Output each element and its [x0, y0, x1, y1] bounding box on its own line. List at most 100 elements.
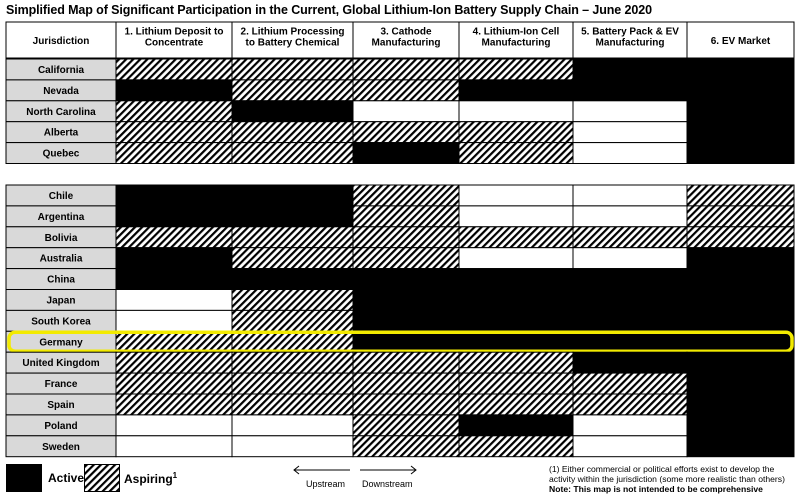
- cell-sweden-stage-5: [572, 435, 688, 458]
- aspiring-swatch: [84, 464, 120, 492]
- cell-united-kingdom-stage-4: [458, 351, 574, 374]
- cell-united-kingdom-stage-3: [352, 351, 460, 374]
- cell-quebec-stage-1: [115, 142, 233, 165]
- row-label-bolivia: Bolivia: [45, 233, 78, 244]
- cell-bolivia-stage-3: [352, 226, 460, 249]
- cell-quebec-stage-6: [686, 142, 795, 165]
- cell-france-stage-5: [572, 372, 688, 395]
- header-stage-1: 1. Lithium Deposit to: [125, 27, 224, 38]
- cell-chile-stage-6: [686, 184, 795, 207]
- cell-poland-stage-1: [115, 414, 233, 437]
- cell-germany-stage-3: [352, 330, 460, 353]
- cell-chile-stage-4: [458, 184, 574, 207]
- supply-chain-map: Jurisdiction 1. Lithium Deposit toConcent…: [5, 21, 795, 458]
- row-label-california: California: [38, 65, 85, 76]
- cell-france-stage-2: [231, 372, 354, 395]
- cell-california-stage-1: [115, 58, 233, 81]
- header-stage-3: Manufacturing: [372, 38, 441, 49]
- cell-china-stage-5: [572, 268, 688, 291]
- cell-argentina-stage-2: [231, 205, 354, 228]
- row-label-poland: Poland: [44, 421, 77, 432]
- cell-bolivia-stage-6: [686, 226, 795, 249]
- footnote-text: (1) Either commercial or political effor…: [549, 464, 785, 484]
- row-label-nevada: Nevada: [43, 86, 79, 97]
- cell-chile-stage-3: [352, 184, 460, 207]
- row-label-united-kingdom: United Kingdom: [22, 358, 99, 369]
- cell-sweden-stage-3: [352, 435, 460, 458]
- header-stage-5: 5. Battery Pack & EV: [581, 27, 679, 38]
- active-swatch: [6, 464, 42, 492]
- cell-united-kingdom-stage-6: [686, 351, 795, 374]
- cell-spain-stage-6: [686, 393, 795, 416]
- row-label-chile: Chile: [49, 191, 74, 202]
- cell-south-korea-stage-2: [231, 309, 354, 332]
- cell-south-korea-stage-6: [686, 309, 795, 332]
- row-label-sweden: Sweden: [42, 442, 80, 453]
- cell-france-stage-4: [458, 372, 574, 395]
- header-stage-1: Concentrate: [145, 38, 204, 49]
- row-label-france: France: [45, 379, 78, 390]
- cell-alberta-stage-2: [231, 121, 354, 144]
- cell-california-stage-6: [686, 58, 795, 81]
- cell-poland-stage-6: [686, 414, 795, 437]
- cell-sweden-stage-2: [231, 435, 354, 458]
- cell-germany-stage-6: [686, 330, 795, 353]
- highlight-outline: [7, 330, 794, 353]
- cell-bolivia-stage-1: [115, 226, 233, 249]
- cell-china-stage-3: [352, 268, 460, 291]
- cell-bolivia-stage-5: [572, 226, 688, 249]
- cell-united-kingdom-stage-2: [231, 351, 354, 374]
- row-label-south-korea: South Korea: [31, 316, 91, 327]
- cell-japan-stage-5: [572, 289, 688, 311]
- cell-chile-stage-1: [115, 184, 233, 207]
- cell-south-korea-stage-5: [572, 309, 688, 332]
- cell-north-carolina-stage-1: [115, 100, 233, 123]
- cell-france-stage-6: [686, 372, 795, 395]
- cell-nevada-stage-4: [458, 79, 574, 102]
- cell-quebec-stage-5: [572, 142, 688, 165]
- row-label-japan: Japan: [47, 295, 76, 306]
- cell-argentina-stage-3: [352, 205, 460, 228]
- cell-north-carolina-stage-5: [572, 100, 688, 123]
- cell-spain-stage-2: [231, 393, 354, 416]
- cell-california-stage-2: [231, 58, 354, 81]
- page-title: Simplified Map of Significant Participat…: [6, 3, 652, 17]
- cell-germany-stage-1: [115, 330, 233, 353]
- cell-north-carolina-stage-6: [686, 100, 795, 123]
- cell-quebec-stage-3: [352, 142, 460, 165]
- header-stage-4: Manufacturing: [482, 38, 551, 49]
- row-label-spain: Spain: [47, 400, 74, 411]
- row-label-argentina: Argentina: [38, 212, 85, 223]
- cell-california-stage-4: [458, 58, 574, 81]
- cell-australia-stage-1: [115, 247, 233, 270]
- cell-japan-stage-4: [458, 289, 574, 311]
- cell-argentina-stage-5: [572, 205, 688, 228]
- cell-china-stage-6: [686, 268, 795, 291]
- direction-arrows: [293, 465, 417, 475]
- header-row: [5, 21, 795, 59]
- legend-aspiring: Aspiring1: [84, 464, 214, 494]
- cell-sweden-stage-1: [115, 435, 233, 458]
- cell-poland-stage-2: [231, 414, 354, 437]
- cell-china-stage-2: [231, 268, 354, 291]
- cell-united-kingdom-stage-5: [572, 351, 688, 374]
- legend-active-label: Active: [48, 471, 85, 485]
- cell-south-korea-stage-1: [115, 309, 233, 332]
- legend-active: Active: [6, 464, 116, 494]
- header-jurisdiction: Jurisdiction: [33, 36, 90, 47]
- cell-california-stage-3: [352, 58, 460, 81]
- cell-poland-stage-5: [572, 414, 688, 437]
- cell-alberta-stage-6: [686, 121, 795, 144]
- cell-australia-stage-3: [352, 247, 460, 270]
- row-label-north-carolina: North Carolina: [26, 107, 96, 118]
- cell-quebec-stage-4: [458, 142, 574, 165]
- downstream-label: Downstream: [362, 479, 413, 489]
- cell-poland-stage-4: [458, 414, 574, 437]
- cell-bolivia-stage-4: [458, 226, 574, 249]
- cell-south-korea-stage-3: [352, 309, 460, 332]
- cell-australia-stage-5: [572, 247, 688, 270]
- cell-united-kingdom-stage-1: [115, 351, 233, 374]
- cell-north-carolina-stage-3: [352, 100, 460, 123]
- cell-chile-stage-5: [572, 184, 688, 207]
- cell-bolivia-stage-2: [231, 226, 354, 249]
